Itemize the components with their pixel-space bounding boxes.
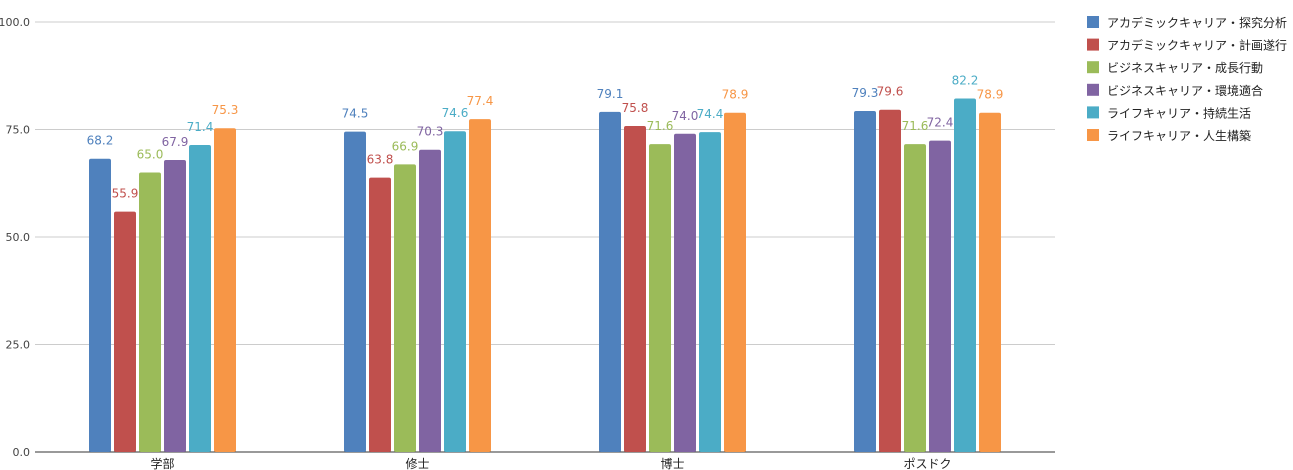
data-label: 55.9 [112,187,139,201]
data-label: 82.2 [952,74,979,88]
legend-swatch [1087,16,1099,28]
data-label: 79.3 [852,86,879,100]
bar [114,211,136,452]
data-label: 78.9 [977,88,1004,102]
bar [444,131,466,452]
legend-label: ライフキャリア・人生構築 [1107,128,1251,143]
data-label: 70.3 [417,125,444,139]
legend-swatch [1087,106,1099,119]
legend-swatch [1087,129,1099,141]
bar [599,111,621,453]
y-tick-label: 25.0 [6,339,31,352]
data-label: 74.4 [697,107,724,121]
category-label: 修士 [405,456,429,470]
data-label: 71.4 [187,120,214,134]
legend-label: ビジネスキャリア・環境適合 [1107,83,1263,98]
bar [624,126,646,452]
data-label: 79.1 [597,87,624,101]
bar [419,149,441,452]
legend-swatch [1087,83,1099,96]
legend-label: アカデミックキャリア・探究分析 [1107,15,1287,30]
y-tick-label: 75.0 [6,124,31,137]
legend-label: ビジネスキャリア・成長行動 [1107,61,1263,75]
data-label: 74.0 [672,109,699,123]
category-label: 学部 [150,456,174,470]
data-label: 77.4 [467,94,494,108]
y-tick-label: 100.0 [0,16,30,29]
data-label: 74.6 [442,106,469,120]
data-label: 63.8 [367,153,394,167]
bar [89,158,111,453]
data-label: 66.9 [392,139,419,153]
bar [649,144,671,452]
bar [699,132,721,452]
bar [394,164,416,452]
bar [954,98,976,452]
bar [139,172,161,452]
bar [929,140,951,452]
legend-label: ライフキャリア・持続生活 [1107,105,1251,120]
data-label: 78.9 [722,88,749,102]
bar [674,133,696,453]
y-tick-label: 0.0 [13,446,31,459]
legend: アカデミックキャリア・探究分析アカデミックキャリア・計画遂行ビジネスキャリア・成… [1087,15,1287,143]
data-label: 75.3 [212,103,239,117]
category-label: 博士 [660,456,684,470]
bar [344,131,366,452]
legend-label: アカデミックキャリア・計画遂行 [1107,38,1287,53]
data-label: 71.6 [647,119,674,133]
bar [854,111,876,452]
bars [89,98,1001,453]
data-label: 74.5 [342,107,369,121]
y-axis-ticks: 0.0 25.0 50.0 75.0 100.0 [0,16,30,459]
bar [469,119,491,453]
bar [724,112,746,452]
data-label: 67.9 [162,135,189,149]
bar [904,144,926,452]
data-label: 71.6 [902,119,929,133]
bar [879,109,901,452]
bar [214,128,236,452]
legend-swatch [1087,61,1099,74]
data-label: 79.6 [877,85,904,99]
data-label: 75.8 [622,101,649,115]
bar [164,160,186,452]
data-label: 65.0 [137,148,164,162]
bar [369,177,391,452]
x-axis-categories: 学部 修士 博士 ポスドク [150,456,951,470]
legend-swatch [1087,38,1099,51]
bar [979,112,1001,452]
data-label: 68.2 [87,134,114,148]
category-label: ポスドク [903,457,951,470]
bar [189,144,211,453]
data-labels: 68.2 55.9 65.067.971.4 75.3 74.5 63.866.970.3… [87,74,1004,201]
data-label: 72.4 [927,116,954,130]
y-tick-label: 50.0 [6,231,31,244]
